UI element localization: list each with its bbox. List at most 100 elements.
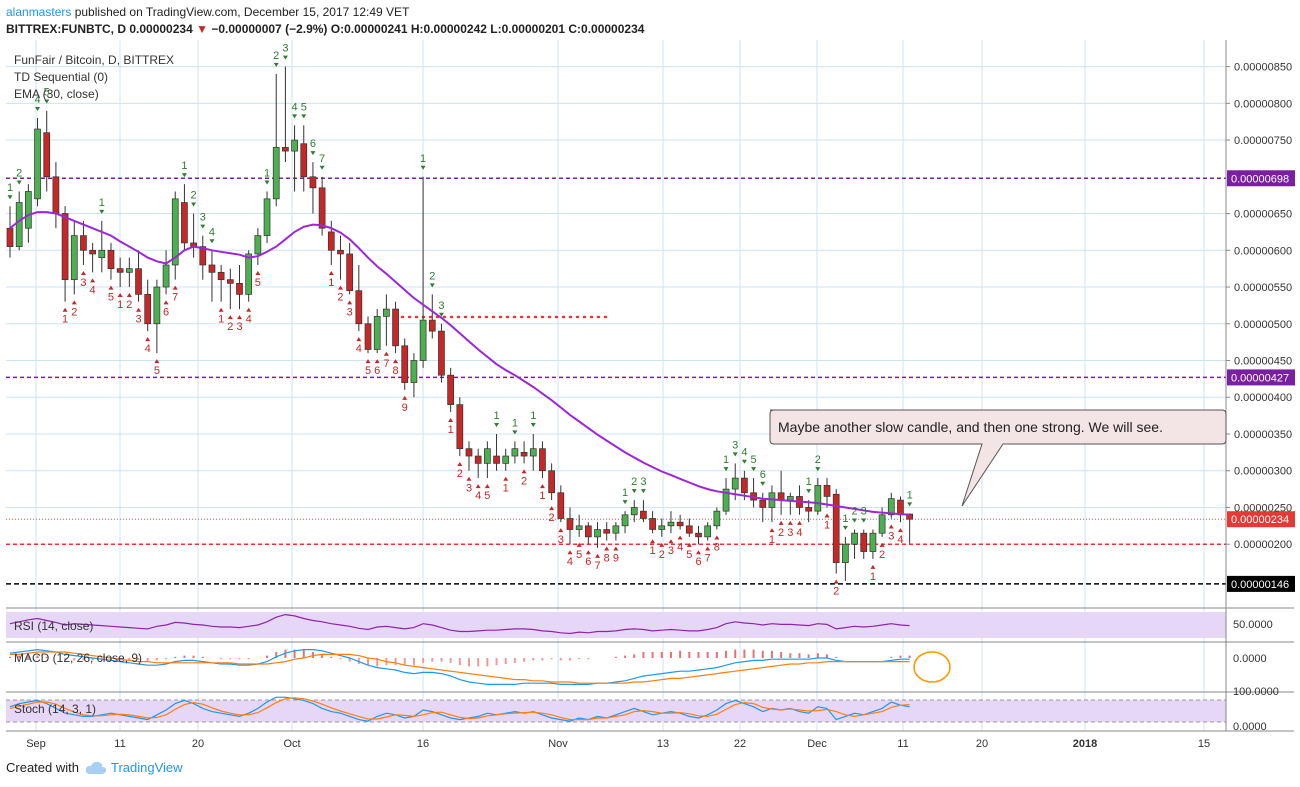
td-count-label: 1 [824,519,830,531]
td-count-label: 1 [7,182,13,194]
td-count-label: 2 [521,475,527,487]
td-count-label: 3 [787,527,793,539]
tradingview-link[interactable]: TradingView [85,760,183,775]
author-link[interactable]: alanmasters [6,5,72,19]
td-count-label: 2 [227,321,233,333]
td-count-label: 3 [135,314,141,326]
td-up-arrow [796,520,802,525]
highlight-circle [913,651,951,683]
td-count-label: 2 [833,586,839,598]
candle-body [318,187,326,229]
td-count-label: 5 [154,365,160,377]
stoch-k-line [9,696,910,722]
td-up-arrow [833,579,839,584]
td-down-arrow [741,459,747,464]
td-up-arrow [136,307,142,312]
td-up-arrow [585,550,591,555]
legend-td: TD Sequential (0) [14,70,108,84]
rsi-label: RSI (14, close) [14,619,93,633]
candle-body [649,518,656,530]
td-count-label: 4 [90,284,96,296]
publish-line: alanmasters published on TradingView.com… [6,5,409,19]
candle-body [630,507,638,516]
td-up-arrow [117,293,123,298]
published-text: published on TradingView.com, December 1… [71,5,410,19]
td-up-arrow [787,520,793,525]
y-tick-label: 0.00000500 [1234,319,1292,331]
candle-body [410,360,418,383]
td-count-label: 4 [292,101,298,113]
candle-body [502,455,510,464]
candle-body [529,448,537,457]
candle-body [392,308,399,347]
candle-body [373,316,381,350]
low-value: 0.00000201 [501,22,566,36]
td-down-arrow [732,452,738,457]
td-up-arrow [705,546,711,551]
td-down-arrow [273,62,279,67]
td-count-label: 1 [420,153,426,165]
td-down-arrow [622,500,628,505]
candle-body [731,477,739,490]
td-count-label: 3 [347,306,353,318]
td-down-arrow [310,151,316,156]
td-down-arrow [282,55,288,60]
td-count-label: 4 [741,447,747,459]
candle-body [575,525,583,530]
td-up-arrow [80,270,86,275]
td-up-arrow [549,506,555,511]
candle-body [144,294,152,325]
symbol-label: BITTREX:FUNBTC, D [6,22,126,36]
candle-body [98,249,106,258]
td-up-arrow [888,524,894,529]
td-up-arrow [347,300,353,305]
candle-body [685,525,693,534]
td-down-arrow [200,224,206,229]
td-up-arrow [246,307,252,312]
candle-body [135,268,142,295]
td-up-arrow [154,359,160,364]
candle-body [125,268,133,273]
price-chart[interactable]: 0.00000698 0.00000427 0.00000234 0.00000146… [0,40,1300,756]
annotation-callout[interactable]: Maybe another slow candle, and then one … [769,409,1227,507]
td-count-label: 1 [503,483,509,495]
price-label-box [1227,369,1295,386]
td-up-arrow [448,417,454,422]
price-label-text: 0.00000234 [1231,514,1289,526]
candle-body [245,253,253,295]
td-up-arrow [328,270,334,275]
candle-body [70,235,78,281]
td-up-arrow [539,484,545,489]
y-tick-label: 0.00000250 [1234,502,1292,514]
price-label-box [1227,511,1295,528]
stoch-top-label: 100.0000 [1233,686,1279,698]
x-tick-label: 16 [417,738,429,750]
td-down-arrow [842,525,848,530]
candle-body [116,268,124,273]
td-count-label: 3 [282,43,288,55]
td-count-label: 1 [512,417,518,429]
candle-body [282,147,289,152]
td-up-arrow [126,293,132,298]
macd-level-label: 0.0000 [1233,653,1267,665]
td-up-arrow [824,513,830,518]
open-value: 0.00000241 [344,22,408,36]
candle-body [52,176,60,214]
close-value: 0.00000234 [581,22,645,36]
y-tick-label: 0.00000750 [1234,135,1292,147]
td-up-arrow [163,300,169,305]
td-count-label: 5 [484,490,490,502]
callout-bubble [769,409,1227,507]
td-count-label: 7 [705,553,711,565]
td-count-label: 3 [668,545,674,557]
td-up-arrow [71,300,77,305]
high-value: 0.00000242 [423,22,487,36]
td-up-arrow [714,535,720,540]
td-count-label: 2 [337,292,343,304]
td-count-label: 6 [374,365,380,377]
candle-body [208,264,216,273]
td-down-arrow [264,180,270,185]
td-count-label: 1 [62,314,68,326]
td-count-label: 1 [448,424,454,436]
